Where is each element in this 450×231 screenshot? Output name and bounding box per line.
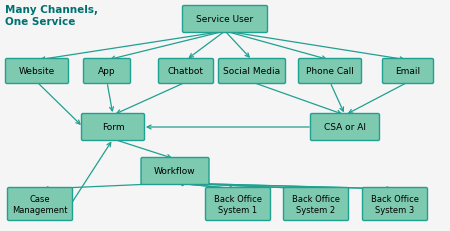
FancyBboxPatch shape: [81, 114, 144, 141]
FancyBboxPatch shape: [84, 59, 130, 84]
FancyBboxPatch shape: [219, 59, 285, 84]
Text: Many Channels,
One Service: Many Channels, One Service: [5, 5, 98, 27]
FancyBboxPatch shape: [8, 188, 72, 221]
Text: Back Office
System 1: Back Office System 1: [214, 195, 262, 214]
Text: CSA or AI: CSA or AI: [324, 123, 366, 132]
Text: Back Office
System 2: Back Office System 2: [292, 195, 340, 214]
Text: Case
Management: Case Management: [12, 195, 68, 214]
FancyBboxPatch shape: [382, 59, 433, 84]
FancyBboxPatch shape: [206, 188, 270, 221]
Text: Service User: Service User: [197, 15, 253, 24]
Text: Form: Form: [102, 123, 124, 132]
FancyBboxPatch shape: [141, 158, 209, 185]
Text: App: App: [98, 67, 116, 76]
FancyBboxPatch shape: [183, 6, 267, 33]
FancyBboxPatch shape: [284, 188, 348, 221]
Text: Phone Call: Phone Call: [306, 67, 354, 76]
Text: Social Media: Social Media: [224, 67, 280, 76]
FancyBboxPatch shape: [298, 59, 361, 84]
Text: Email: Email: [396, 67, 421, 76]
Text: Back Office
System 3: Back Office System 3: [371, 195, 419, 214]
FancyBboxPatch shape: [363, 188, 428, 221]
Text: Workflow: Workflow: [154, 167, 196, 176]
Text: Website: Website: [19, 67, 55, 76]
FancyBboxPatch shape: [5, 59, 68, 84]
Text: Chatbot: Chatbot: [168, 67, 204, 76]
FancyBboxPatch shape: [310, 114, 379, 141]
FancyBboxPatch shape: [158, 59, 213, 84]
